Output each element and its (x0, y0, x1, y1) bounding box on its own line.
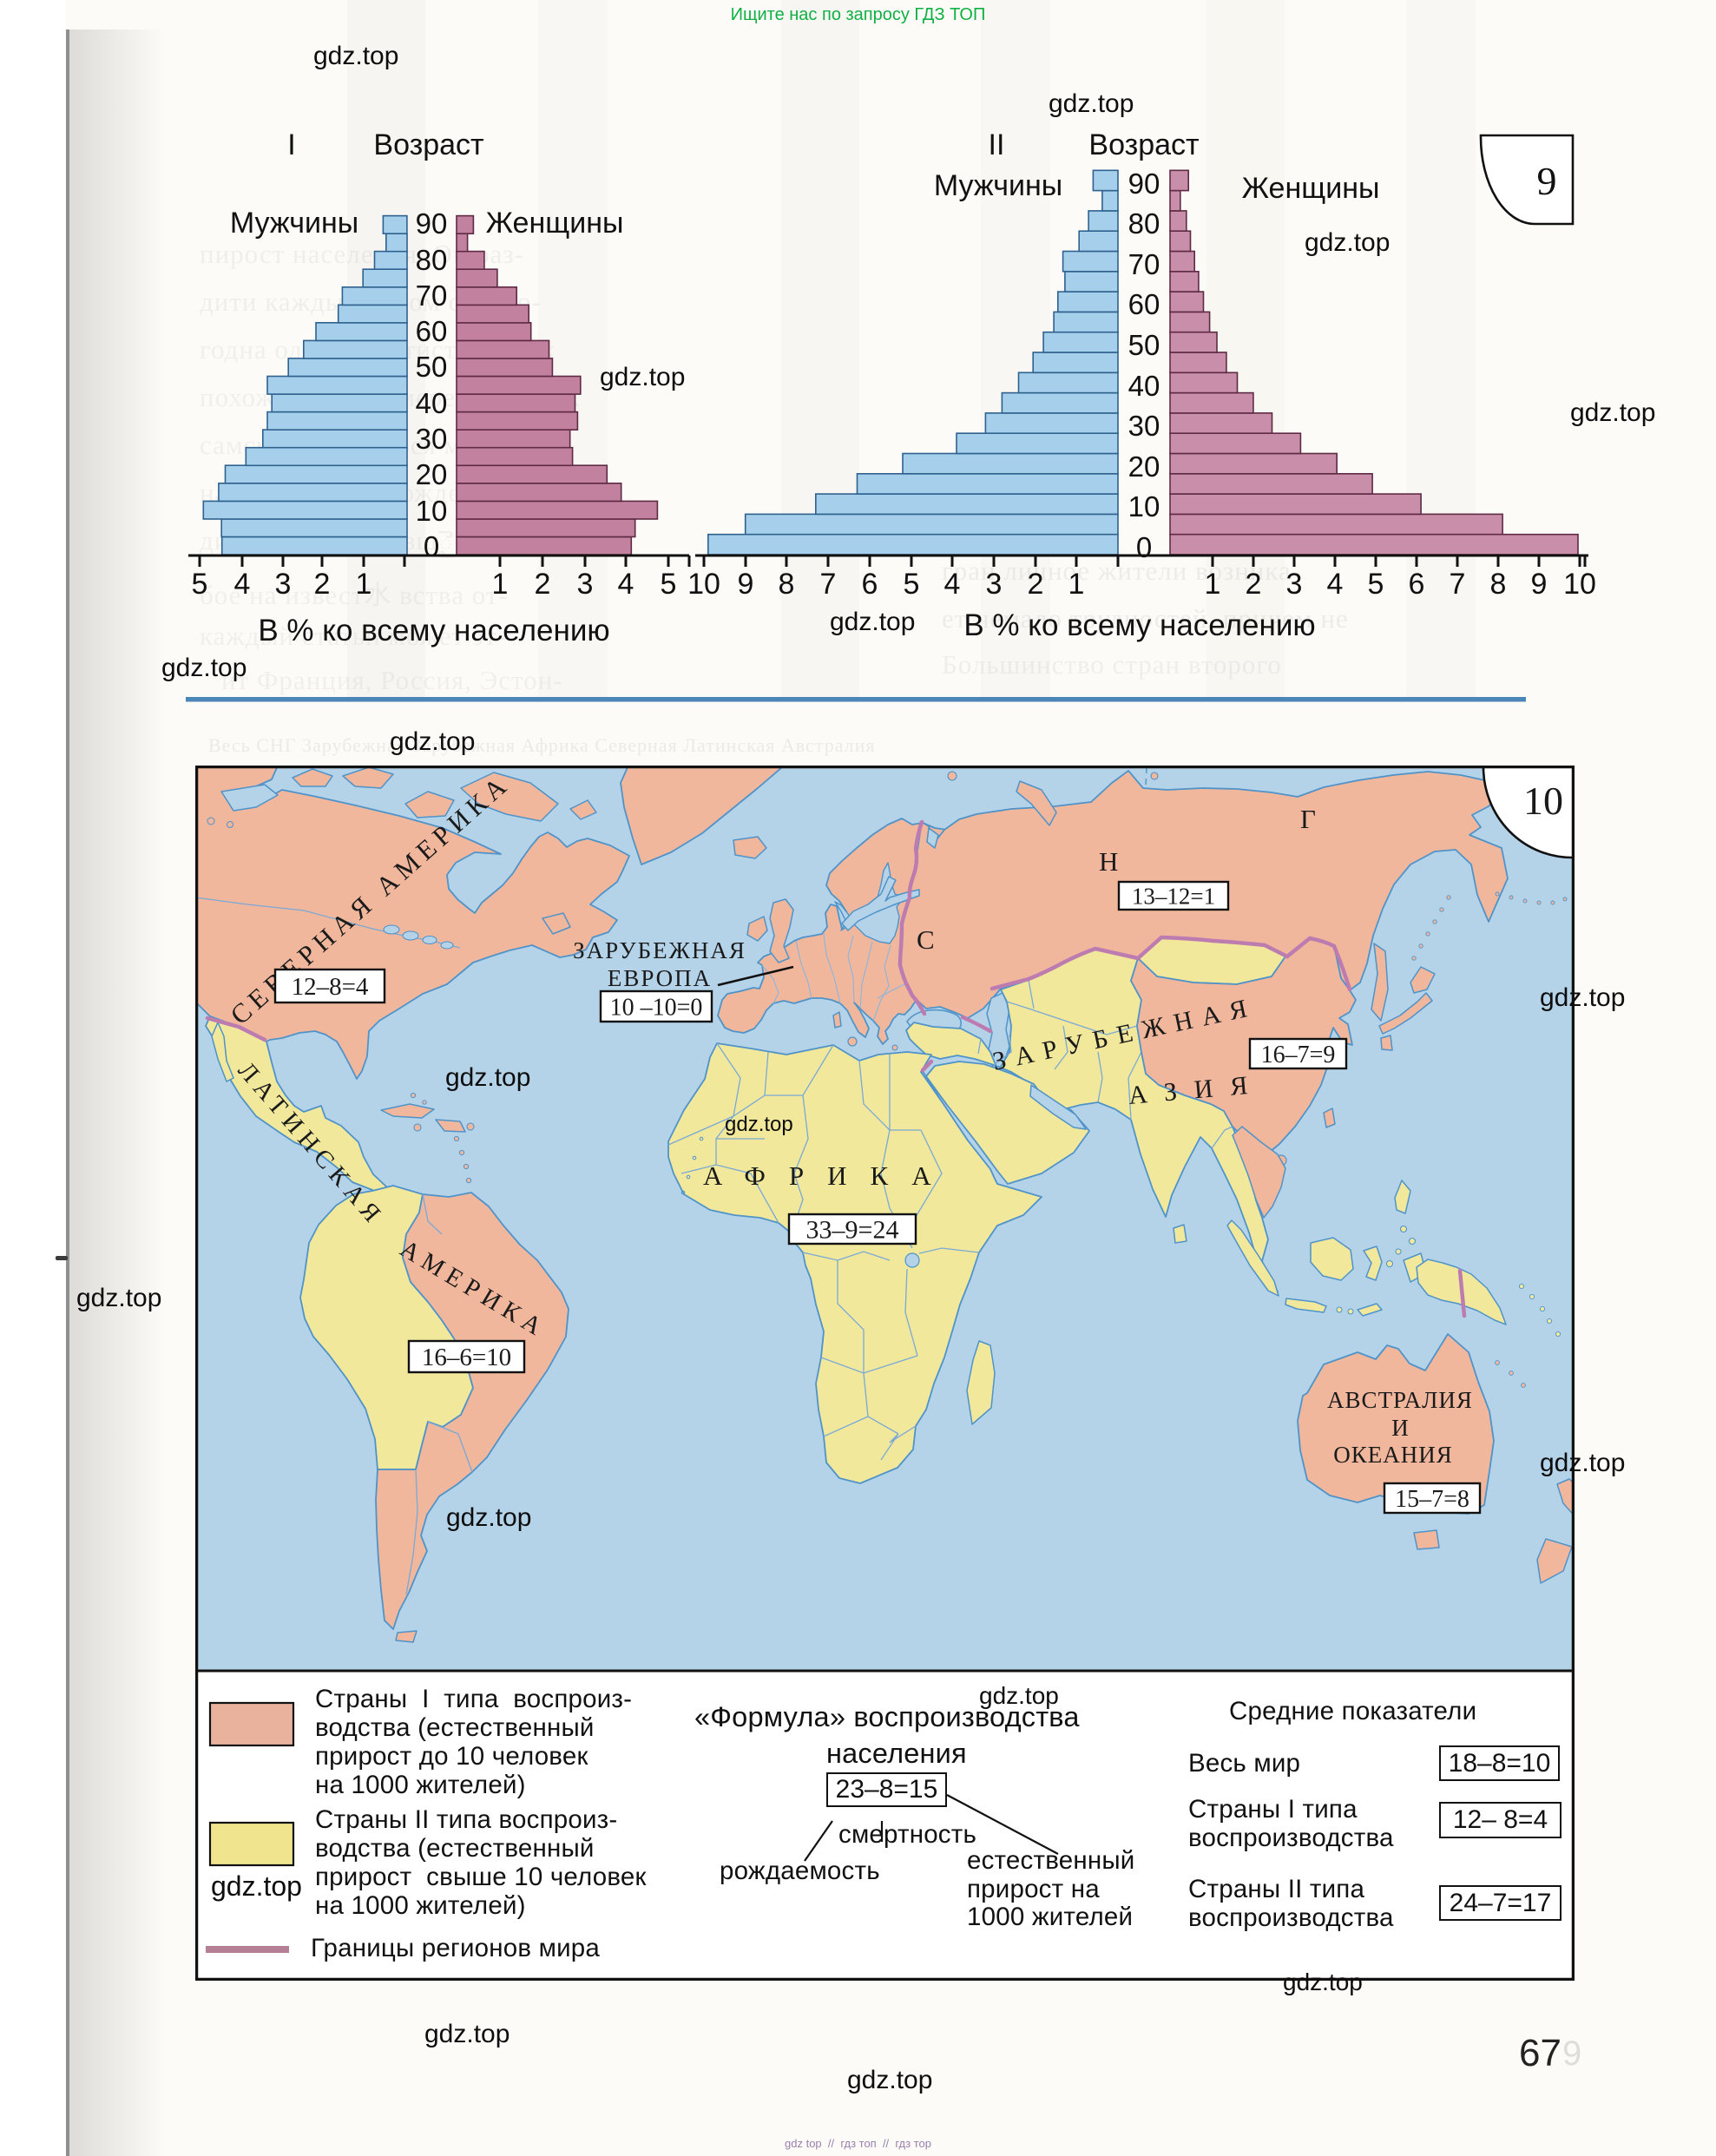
svg-text:В % ко всему населению: В % ко всему населению (963, 608, 1315, 642)
svg-text:4: 4 (234, 568, 251, 601)
svg-text:0: 0 (1136, 531, 1152, 563)
svg-text:10: 10 (1128, 490, 1160, 523)
svg-text:Возраст: Возраст (373, 128, 483, 161)
svg-text:5: 5 (192, 568, 208, 601)
svg-text:В % ко всему населению: В % ко всему населению (258, 614, 609, 647)
svg-text:АФРИКА: АФРИКА (703, 1160, 955, 1191)
svg-text:4: 4 (944, 568, 961, 601)
svg-text:70: 70 (416, 279, 448, 312)
svg-text:90: 90 (1128, 168, 1160, 200)
svg-text:9: 9 (738, 568, 754, 601)
svg-text:12–8=4: 12–8=4 (292, 973, 369, 1001)
svg-text:ОКЕАНИЯ: ОКЕАНИЯ (1333, 1442, 1453, 1468)
svg-text:1: 1 (356, 568, 372, 601)
svg-text:С: С (917, 924, 935, 955)
svg-text:Мужчины: Мужчины (230, 207, 358, 240)
svg-text:9: 9 (1537, 159, 1557, 203)
svg-text:20: 20 (416, 458, 448, 490)
svg-text:Г: Г (1300, 804, 1316, 834)
svg-text:10: 10 (1523, 779, 1563, 823)
svg-text:50: 50 (416, 351, 448, 383)
svg-text:0: 0 (424, 530, 439, 562)
svg-text:Женщины: Женщины (1242, 172, 1380, 205)
svg-text:ЗАРУБЕЖНАЯ: ЗАРУБЕЖНАЯ (573, 937, 746, 963)
svg-text:I: I (287, 128, 295, 161)
svg-text:3: 3 (1286, 568, 1303, 601)
svg-text:4: 4 (1327, 568, 1344, 601)
svg-text:70: 70 (1128, 248, 1160, 280)
svg-text:16–6=10: 16–6=10 (422, 1344, 511, 1371)
svg-text:10 –10=0: 10 –10=0 (610, 994, 703, 1021)
svg-text:9: 9 (1531, 568, 1548, 601)
svg-text:6: 6 (862, 568, 878, 601)
svg-text:Мужчины: Мужчины (934, 169, 1062, 202)
svg-text:7: 7 (820, 568, 837, 601)
svg-text:10: 10 (1563, 568, 1596, 601)
svg-text:8: 8 (779, 568, 795, 601)
svg-text:90: 90 (416, 207, 448, 240)
svg-text:15–7=8: 15–7=8 (1395, 1486, 1469, 1513)
svg-text:Н: Н (1099, 846, 1118, 877)
svg-text:60: 60 (416, 315, 448, 347)
svg-text:1: 1 (1068, 568, 1085, 601)
svg-text:4: 4 (618, 568, 634, 601)
svg-text:80: 80 (416, 244, 448, 276)
svg-text:2: 2 (1246, 568, 1262, 601)
svg-text:10: 10 (687, 568, 720, 601)
svg-text:1: 1 (492, 568, 509, 601)
svg-text:5: 5 (904, 568, 920, 601)
svg-text:2: 2 (1028, 568, 1044, 601)
svg-text:30: 30 (1128, 410, 1160, 442)
svg-text:АВСТРАЛИЯ: АВСТРАЛИЯ (1327, 1387, 1473, 1413)
svg-text:16–7=9: 16–7=9 (1261, 1042, 1336, 1068)
svg-text:20: 20 (1128, 450, 1160, 483)
svg-text:3: 3 (986, 568, 1003, 601)
svg-text:3: 3 (577, 568, 594, 601)
svg-text:Возраст: Возраст (1088, 128, 1199, 161)
svg-text:10: 10 (416, 495, 448, 527)
svg-text:2: 2 (314, 568, 331, 601)
svg-text:5: 5 (661, 568, 677, 601)
svg-text:33–9=24: 33–9=24 (806, 1216, 899, 1245)
svg-text:И: И (1391, 1415, 1409, 1441)
svg-text:5: 5 (1368, 568, 1384, 601)
svg-text:80: 80 (1128, 207, 1160, 240)
svg-text:13–12=1: 13–12=1 (1132, 883, 1215, 909)
svg-text:30: 30 (416, 423, 448, 455)
svg-text:40: 40 (1128, 370, 1160, 402)
svg-text:3: 3 (275, 568, 292, 601)
svg-text:60: 60 (1128, 288, 1160, 320)
svg-text:8: 8 (1490, 568, 1507, 601)
svg-text:6: 6 (1409, 568, 1425, 601)
svg-text:1: 1 (1205, 568, 1221, 601)
svg-text:Женщины: Женщины (486, 207, 624, 240)
svg-text:50: 50 (1128, 329, 1160, 361)
svg-text:40: 40 (416, 387, 448, 419)
svg-text:2: 2 (535, 568, 551, 601)
svg-text:II: II (989, 128, 1005, 161)
svg-text:ЕВРОПА: ЕВРОПА (608, 965, 712, 991)
svg-text:7: 7 (1450, 568, 1466, 601)
